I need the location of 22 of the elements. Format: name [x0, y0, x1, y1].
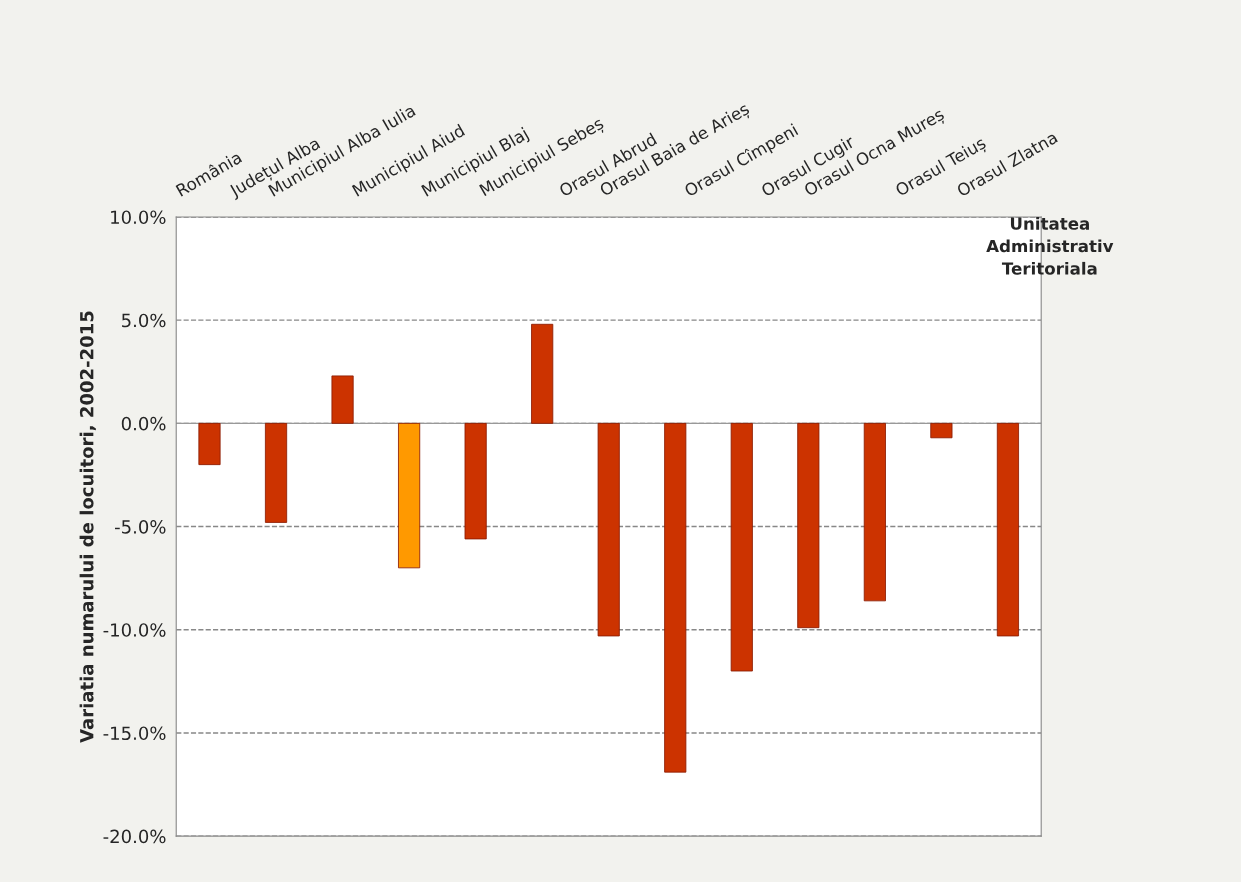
y-tick-label: -20.0% [103, 829, 166, 844]
bar [464, 422, 487, 540]
bar [664, 422, 687, 773]
y-tick-label: -10.0% [103, 623, 166, 637]
bar [331, 375, 354, 424]
y-tick-label: 5.0% [122, 313, 166, 328]
bar [730, 422, 753, 672]
y-tick-label: 0.0% [121, 416, 166, 431]
bar [198, 422, 221, 466]
y-tick-label: -5.0% [115, 520, 166, 534]
y-tick-label: -15.0% [103, 726, 166, 741]
bar [398, 422, 421, 569]
bar [996, 422, 1019, 637]
y-tick-label: 10.0% [111, 210, 166, 225]
bar [797, 422, 820, 629]
bar [531, 323, 554, 424]
bar [863, 422, 886, 602]
y-axis-title: Variatia numarului de locuitori, 2002-2015 [79, 311, 96, 743]
x-axis-title: Unitatea Administrativ Teritoriala [986, 216, 1114, 275]
bar [597, 422, 620, 637]
bar [930, 422, 953, 439]
bar [264, 422, 288, 523]
